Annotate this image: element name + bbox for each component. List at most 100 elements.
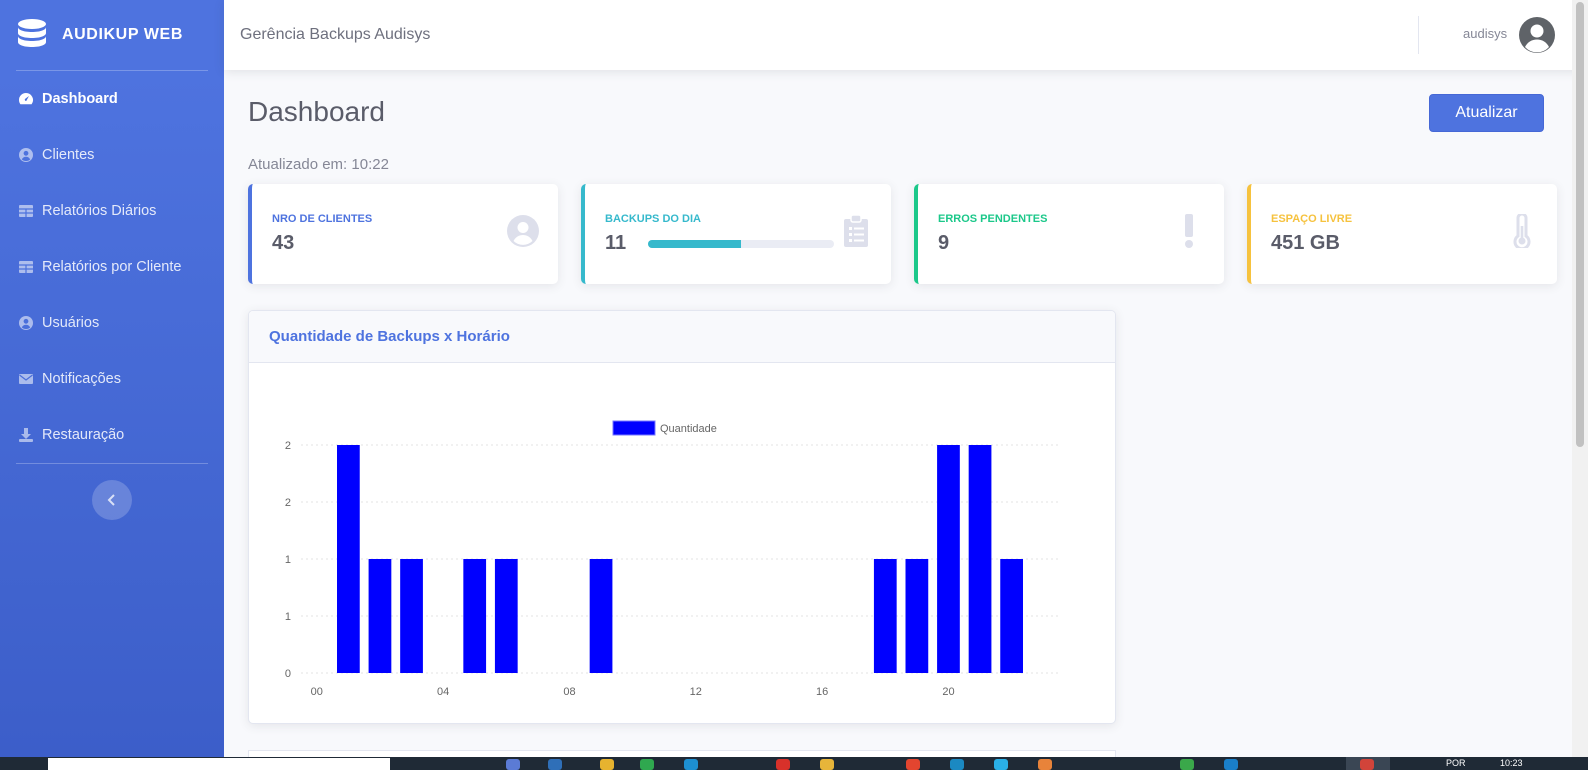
card-clientes: NRO DE CLIENTES 43	[248, 184, 558, 284]
card-value: 11	[605, 232, 627, 254]
updated-timestamp: Atualizado em: 10:22	[248, 156, 389, 173]
bar	[1000, 559, 1023, 673]
chart-card-title: Quantidade de Backups x Horário	[269, 328, 510, 345]
sidebar-item-restauracao[interactable]: Restauração	[0, 407, 224, 463]
refresh-button[interactable]: Atualizar	[1429, 94, 1544, 132]
card-backups-do-dia: BACKUPS DO DIA 11	[581, 184, 891, 284]
bar	[494, 559, 518, 673]
sidebar-item-label: Usuários	[42, 315, 100, 331]
x-tick-label: 08	[563, 686, 575, 698]
taskbar-app-icon[interactable]	[1224, 759, 1238, 770]
taskbar-lang[interactable]: POR	[1446, 758, 1466, 768]
bar	[905, 559, 929, 673]
download-icon	[19, 428, 33, 442]
x-tick-label: 12	[690, 686, 702, 698]
topbar-divider	[1418, 16, 1419, 54]
sidebar-item-relatorios-por-cliente[interactable]: Relatórios por Cliente	[0, 239, 224, 295]
database-icon	[18, 19, 46, 47]
taskbar-app-icon[interactable]	[548, 759, 562, 770]
sidebar-item-label: Relatórios por Cliente	[42, 259, 182, 275]
card-erros-pendentes: ERROS PENDENTES 9	[914, 184, 1224, 284]
sidebar-divider	[16, 70, 208, 71]
sidebar-item-notificacoes[interactable]: Notificações	[0, 351, 224, 407]
taskbar-app-icon[interactable]	[1360, 759, 1374, 770]
taskbar-app-icon[interactable]	[820, 759, 834, 770]
sidebar-item-dashboard[interactable]: Dashboard	[0, 71, 224, 127]
chevron-left-icon	[107, 494, 115, 506]
sidebar-item-clientes[interactable]: Clientes	[0, 127, 224, 183]
x-tick-label: 00	[311, 686, 323, 698]
user-circle-icon	[19, 148, 33, 162]
thermometer-icon	[1513, 214, 1531, 248]
chart-card: Quantidade de Backups x Horário 0 1 1 2 2 00 0…	[248, 310, 1116, 724]
user-name[interactable]: audisys	[1463, 26, 1508, 41]
taskbar-app-icon[interactable]	[506, 759, 520, 770]
user-circle-icon	[19, 316, 33, 330]
topbar: Gerência Backups Audisys audisys	[224, 0, 1588, 70]
taskbar-app-icon[interactable]	[1038, 759, 1052, 770]
card-espaco-livre: ESPAÇO LIVRE 451 GB	[1247, 184, 1557, 284]
y-tick-label: 2	[285, 497, 291, 509]
taskbar-search-box[interactable]	[48, 758, 390, 770]
topbar-title: Gerência Backups Audisys	[240, 26, 431, 43]
y-tick-label: 2	[285, 440, 291, 452]
bar	[937, 445, 960, 673]
taskbar-app-icon[interactable]	[684, 759, 698, 770]
taskbar-app-icon[interactable]	[640, 759, 654, 770]
sidebar-item-label: Clientes	[42, 147, 95, 163]
sidebar: AUDIKUP WEB Dashboard Clientes Relatório…	[0, 0, 224, 757]
card-label: ESPAÇO LIVRE	[1271, 213, 1353, 225]
bar	[873, 559, 897, 673]
x-tick-label: 20	[942, 686, 954, 698]
sidebar-item-usuarios[interactable]: Usuários	[0, 295, 224, 351]
taskbar-app-icon[interactable]	[600, 759, 614, 770]
card-label: BACKUPS DO DIA	[605, 213, 701, 225]
legend-swatch	[612, 420, 656, 436]
y-tick-label: 1	[285, 611, 291, 623]
card-label: ERROS PENDENTES	[938, 213, 1048, 225]
user-circle-icon	[507, 215, 539, 247]
x-tick-label: 04	[437, 686, 449, 698]
card-value: 43	[272, 232, 295, 254]
sidebar-toggle-button[interactable]	[92, 480, 132, 520]
sidebar-item-label: Relatórios Diários	[42, 203, 157, 219]
envelope-icon	[19, 374, 33, 384]
backups-progress-bar	[648, 240, 834, 248]
taskbar-app-icon[interactable]	[994, 759, 1008, 770]
progress-fill	[648, 240, 741, 248]
sidebar-item-label: Restauração	[42, 427, 125, 443]
taskbar-app-icon[interactable]	[906, 759, 920, 770]
tachometer-icon	[19, 93, 33, 105]
clipboard-list-icon	[844, 214, 868, 247]
user-avatar-icon[interactable]	[1518, 16, 1556, 54]
os-taskbar: POR 10:23	[0, 757, 1588, 770]
bar	[463, 559, 487, 673]
taskbar-app-icon[interactable]	[776, 759, 790, 770]
taskbar-app-icon[interactable]	[1180, 759, 1194, 770]
table-icon	[19, 205, 33, 217]
brand-name: AUDIKUP WEB	[62, 26, 183, 43]
card-label: NRO DE CLIENTES	[272, 213, 373, 225]
table-icon	[19, 261, 33, 273]
bar	[968, 445, 992, 673]
taskbar-clock[interactable]: 10:23	[1500, 758, 1523, 768]
legend-label: Quantidade	[660, 423, 717, 435]
bar	[368, 559, 392, 673]
sidebar-divider	[16, 463, 208, 464]
brand[interactable]: AUDIKUP WEB	[0, 0, 224, 70]
card-value: 9	[938, 232, 950, 254]
bar	[337, 445, 360, 673]
chart-card-header: Quantidade de Backups x Horário	[249, 311, 1115, 363]
scrollbar-thumb[interactable]	[1576, 2, 1584, 447]
card-value: 451 GB	[1271, 232, 1340, 254]
sidebar-item-relatorios-diarios[interactable]: Relatórios Diários	[0, 183, 224, 239]
sidebar-item-label: Dashboard	[42, 91, 118, 107]
sidebar-item-label: Notificações	[42, 371, 121, 387]
x-tick-label: 16	[816, 686, 828, 698]
bar	[589, 559, 613, 673]
y-tick-label: 1	[285, 554, 291, 566]
y-tick-label: 0	[285, 668, 291, 680]
page-scrollbar[interactable]	[1572, 0, 1588, 757]
taskbar-app-icon[interactable]	[950, 759, 964, 770]
